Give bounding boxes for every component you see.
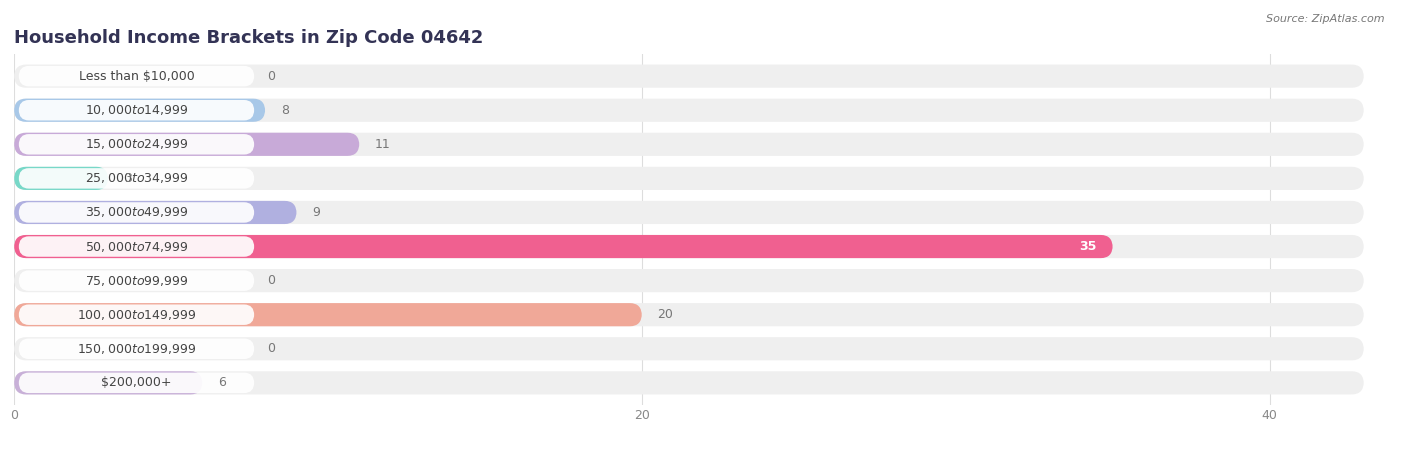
Text: 3: 3	[124, 172, 132, 185]
Text: 20: 20	[658, 308, 673, 321]
FancyBboxPatch shape	[18, 66, 254, 86]
Text: $150,000 to $199,999: $150,000 to $199,999	[77, 342, 197, 356]
FancyBboxPatch shape	[14, 99, 266, 122]
FancyBboxPatch shape	[14, 133, 1364, 156]
FancyBboxPatch shape	[14, 64, 1364, 88]
Text: $50,000 to $74,999: $50,000 to $74,999	[84, 239, 188, 253]
Text: 8: 8	[281, 104, 288, 117]
FancyBboxPatch shape	[14, 235, 1112, 258]
Text: $35,000 to $49,999: $35,000 to $49,999	[84, 206, 188, 220]
FancyBboxPatch shape	[14, 371, 202, 395]
FancyBboxPatch shape	[14, 99, 1364, 122]
Text: 0: 0	[267, 274, 274, 287]
Text: $200,000+: $200,000+	[101, 376, 172, 389]
FancyBboxPatch shape	[14, 303, 643, 326]
FancyBboxPatch shape	[18, 305, 254, 325]
FancyBboxPatch shape	[14, 133, 360, 156]
FancyBboxPatch shape	[14, 167, 108, 190]
FancyBboxPatch shape	[14, 337, 1364, 360]
FancyBboxPatch shape	[14, 201, 1364, 224]
FancyBboxPatch shape	[18, 270, 254, 291]
Text: 0: 0	[267, 342, 274, 355]
Text: Household Income Brackets in Zip Code 04642: Household Income Brackets in Zip Code 04…	[14, 29, 484, 47]
FancyBboxPatch shape	[18, 168, 254, 189]
Text: 9: 9	[312, 206, 321, 219]
Text: 0: 0	[267, 70, 274, 83]
FancyBboxPatch shape	[14, 167, 1364, 190]
FancyBboxPatch shape	[18, 236, 254, 257]
Text: $15,000 to $24,999: $15,000 to $24,999	[84, 137, 188, 151]
Text: Less than $10,000: Less than $10,000	[79, 70, 194, 83]
Text: $100,000 to $149,999: $100,000 to $149,999	[77, 308, 197, 322]
FancyBboxPatch shape	[14, 303, 1364, 326]
FancyBboxPatch shape	[18, 100, 254, 121]
Text: $10,000 to $14,999: $10,000 to $14,999	[84, 103, 188, 117]
FancyBboxPatch shape	[14, 235, 1364, 258]
Text: Source: ZipAtlas.com: Source: ZipAtlas.com	[1267, 14, 1385, 23]
Text: 11: 11	[375, 138, 391, 151]
FancyBboxPatch shape	[18, 373, 254, 393]
Text: $25,000 to $34,999: $25,000 to $34,999	[84, 171, 188, 185]
FancyBboxPatch shape	[14, 201, 297, 224]
FancyBboxPatch shape	[14, 371, 1364, 395]
FancyBboxPatch shape	[18, 202, 254, 223]
FancyBboxPatch shape	[18, 134, 254, 154]
FancyBboxPatch shape	[14, 269, 1364, 292]
Text: 6: 6	[218, 376, 226, 389]
FancyBboxPatch shape	[18, 338, 254, 359]
Text: $75,000 to $99,999: $75,000 to $99,999	[84, 274, 188, 288]
Text: 35: 35	[1080, 240, 1097, 253]
